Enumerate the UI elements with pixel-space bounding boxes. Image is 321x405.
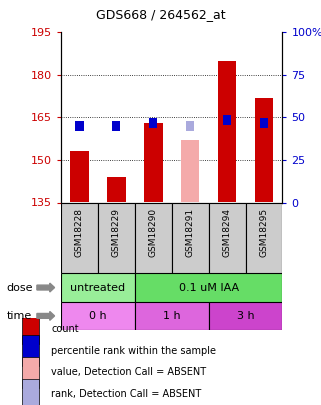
Bar <box>135 202 172 273</box>
Bar <box>135 302 209 330</box>
Bar <box>112 121 120 131</box>
Text: time: time <box>6 311 32 321</box>
Bar <box>260 118 268 128</box>
Text: 3 h: 3 h <box>237 311 254 321</box>
Bar <box>209 202 246 273</box>
Bar <box>135 273 282 302</box>
Bar <box>22 379 39 405</box>
Bar <box>246 202 282 273</box>
Bar <box>209 302 282 330</box>
Text: value, Detection Call = ABSENT: value, Detection Call = ABSENT <box>51 367 206 377</box>
Text: 0.1 uM IAA: 0.1 uM IAA <box>178 283 239 292</box>
Bar <box>172 202 209 273</box>
Bar <box>98 202 135 273</box>
Text: 0 h: 0 h <box>89 311 107 321</box>
Bar <box>223 115 231 125</box>
Text: GSM18294: GSM18294 <box>222 208 232 257</box>
Bar <box>149 118 157 128</box>
Text: GSM18229: GSM18229 <box>112 208 121 257</box>
Text: GSM18290: GSM18290 <box>149 208 158 257</box>
Text: count: count <box>51 324 79 334</box>
Text: GSM18228: GSM18228 <box>75 208 84 257</box>
Bar <box>61 302 135 330</box>
Text: rank, Detection Call = ABSENT: rank, Detection Call = ABSENT <box>51 389 201 399</box>
Bar <box>70 151 89 202</box>
Bar <box>186 121 194 131</box>
Text: GSM18291: GSM18291 <box>186 208 195 257</box>
Text: GSM18295: GSM18295 <box>259 208 269 257</box>
Text: untreated: untreated <box>70 283 126 292</box>
Bar <box>61 273 135 302</box>
Text: GDS668 / 264562_at: GDS668 / 264562_at <box>96 8 225 21</box>
Bar <box>22 335 39 366</box>
Bar <box>255 98 273 202</box>
Bar <box>22 357 39 388</box>
Bar <box>22 313 39 344</box>
Text: percentile rank within the sample: percentile rank within the sample <box>51 345 216 356</box>
Bar <box>181 140 199 202</box>
Bar <box>61 202 98 273</box>
Bar <box>218 61 236 202</box>
Bar <box>107 177 126 202</box>
Text: 1 h: 1 h <box>163 311 180 321</box>
Bar <box>144 123 162 202</box>
Text: dose: dose <box>6 283 33 292</box>
Bar <box>75 121 83 131</box>
